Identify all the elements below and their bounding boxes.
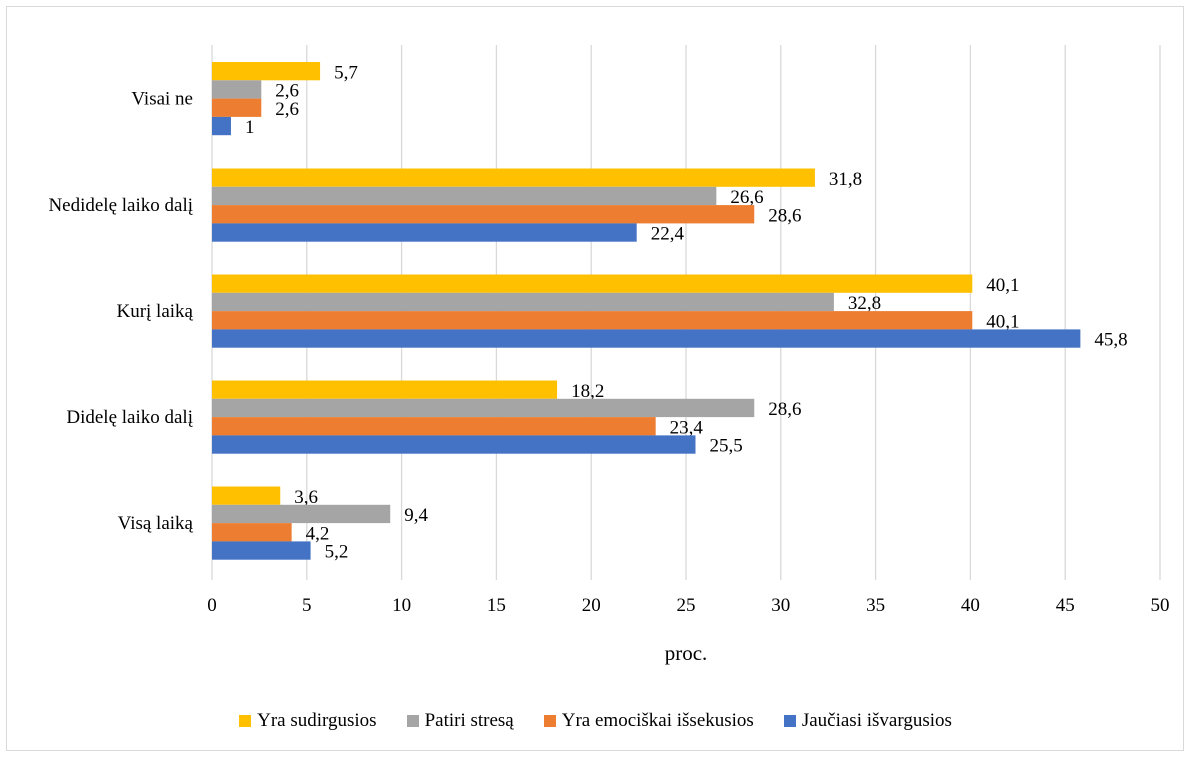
data-label: 1 xyxy=(245,117,255,138)
data-label: 5,7 xyxy=(334,62,358,83)
x-tick-label: 0 xyxy=(207,595,217,616)
data-label: 45,8 xyxy=(1094,330,1127,351)
data-label: 40,1 xyxy=(986,311,1019,332)
data-label: 4,2 xyxy=(306,523,330,544)
legend-swatch xyxy=(543,715,556,727)
bar xyxy=(212,292,834,312)
bar xyxy=(212,98,262,117)
chart-frame xyxy=(6,6,1184,751)
data-label: 22,4 xyxy=(651,224,685,245)
bar xyxy=(212,62,321,81)
bar xyxy=(212,417,656,436)
data-label: 9,4 xyxy=(404,505,428,526)
legend-label: Patiri stresą xyxy=(424,710,514,731)
x-tick-label: 20 xyxy=(582,595,601,616)
data-label: 32,8 xyxy=(848,293,881,314)
legend-swatch xyxy=(783,715,796,727)
legend-item: Patiri stresą xyxy=(406,710,514,732)
category-label: Kurį laiką xyxy=(116,301,193,322)
category-label: Visą laiką xyxy=(118,513,194,534)
data-label: 26,6 xyxy=(730,187,763,208)
legend-item: Yra emociškai išsekusios xyxy=(543,710,754,732)
bar xyxy=(212,398,755,418)
data-label: 28,6 xyxy=(768,399,801,420)
legend-swatch xyxy=(406,715,419,727)
data-label: 25,5 xyxy=(709,436,742,457)
x-tick-label: 10 xyxy=(392,595,411,616)
x-tick-label: 25 xyxy=(677,595,696,616)
data-label: 23,4 xyxy=(670,417,704,438)
x-axis-label: proc. xyxy=(665,641,708,665)
data-label: 28,6 xyxy=(768,205,801,226)
bar xyxy=(212,329,1081,348)
category-label: Didelę laiko dalį xyxy=(66,407,193,428)
bar xyxy=(212,223,637,242)
legend-item: Yra sudirgusios xyxy=(239,710,377,732)
category-label: Nedidelę laiko dalį xyxy=(48,195,193,216)
bar xyxy=(212,186,717,206)
legend: Yra sudirgusios Patiri stresą Yra emociška… xyxy=(0,710,1191,732)
legend-item: Jaučiasi išvargusios xyxy=(783,710,952,732)
x-tick-label: 35 xyxy=(866,595,885,616)
data-label: 2,6 xyxy=(275,99,299,120)
legend-label: Yra sudirgusios xyxy=(257,710,377,731)
data-label: 31,8 xyxy=(829,169,862,190)
bar xyxy=(212,486,281,505)
bar xyxy=(212,274,973,293)
bar xyxy=(212,435,696,454)
x-tick-label: 5 xyxy=(302,595,312,616)
x-tick-label: 15 xyxy=(487,595,506,616)
data-label: 5,2 xyxy=(325,542,349,563)
x-tick-label: 45 xyxy=(1056,595,1075,616)
bar xyxy=(212,205,755,224)
bar xyxy=(212,168,815,187)
x-tick-label: 40 xyxy=(961,595,980,616)
data-label: 40,1 xyxy=(986,275,1019,296)
x-tick-label: 50 xyxy=(1151,595,1170,616)
legend-swatch xyxy=(239,715,252,727)
legend-label: Jaučiasi išvargusios xyxy=(801,710,952,731)
bar xyxy=(212,311,973,330)
data-label: 3,6 xyxy=(294,487,318,508)
data-label: 2,6 xyxy=(275,81,299,102)
bar xyxy=(212,116,231,136)
legend-label: Yra emociškai išsekusios xyxy=(561,710,754,731)
bar xyxy=(212,80,262,99)
bar xyxy=(212,523,292,542)
category-label: Visai ne xyxy=(131,89,193,110)
bar xyxy=(212,541,311,560)
bar xyxy=(212,504,391,524)
bar xyxy=(212,380,558,399)
data-label: 18,2 xyxy=(571,381,604,402)
x-tick-label: 30 xyxy=(771,595,790,616)
